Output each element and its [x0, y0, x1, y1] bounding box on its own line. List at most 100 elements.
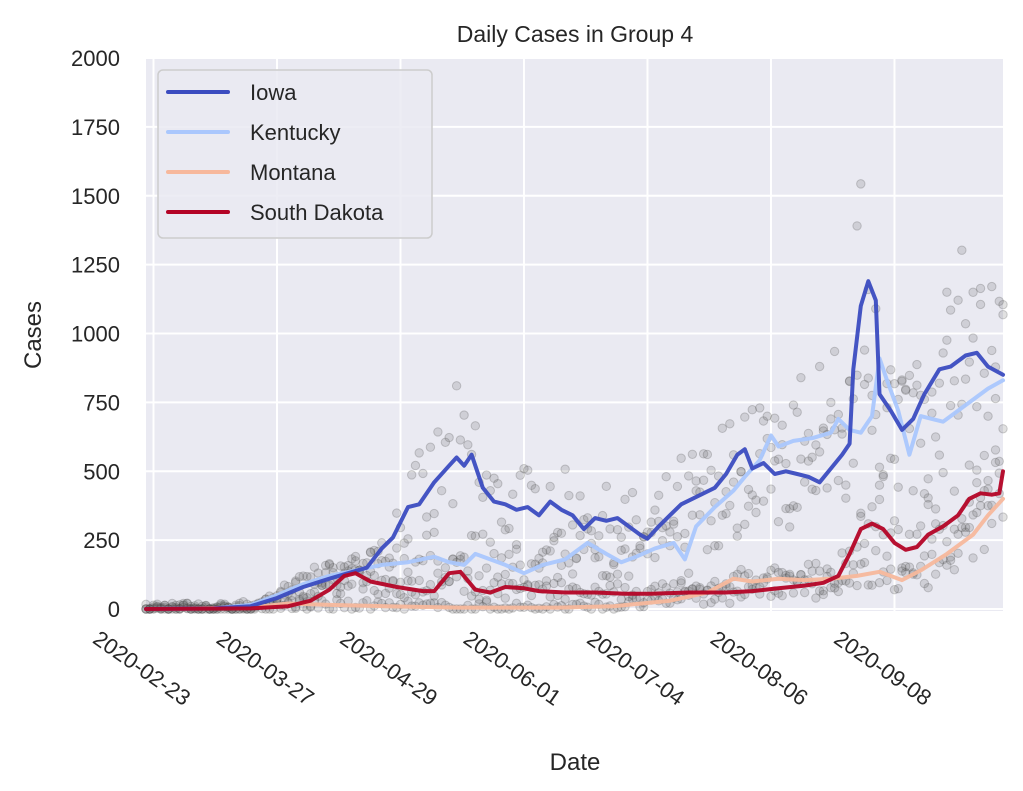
- raw-point: [844, 578, 855, 588]
- raw-point: [874, 462, 885, 472]
- raw-point: [934, 450, 945, 460]
- raw-point: [549, 578, 559, 589]
- raw-point: [942, 537, 952, 547]
- raw-point: [309, 587, 320, 597]
- raw-point: [425, 442, 436, 452]
- raw-point: [818, 586, 829, 596]
- raw-point: [942, 335, 952, 345]
- raw-point: [770, 563, 780, 573]
- raw-point: [859, 557, 870, 568]
- raw-point: [964, 460, 975, 470]
- raw-point: [710, 576, 720, 587]
- raw-point: [698, 475, 709, 485]
- raw-point: [459, 410, 469, 420]
- raw-point: [676, 453, 686, 463]
- raw-point: [826, 397, 836, 408]
- raw-point: [635, 543, 645, 554]
- raw-point: [702, 449, 713, 460]
- raw-point: [818, 423, 829, 433]
- raw-point: [814, 447, 825, 457]
- raw-point: [859, 345, 870, 355]
- raw-point: [814, 586, 825, 596]
- raw-point: [897, 566, 907, 576]
- raw-point: [781, 458, 791, 469]
- raw-point: [347, 554, 357, 564]
- raw-point: [998, 299, 1008, 310]
- y-axis-label: Cases: [20, 301, 47, 369]
- raw-point: [837, 548, 847, 558]
- raw-point: [403, 534, 413, 544]
- raw-point: [949, 524, 960, 534]
- raw-point: [399, 538, 409, 548]
- raw-point: [987, 281, 997, 292]
- raw-point: [541, 576, 552, 586]
- raw-point: [807, 452, 817, 462]
- raw-point: [867, 425, 877, 436]
- raw-point: [620, 582, 630, 593]
- raw-point: [474, 594, 484, 604]
- raw-point: [856, 511, 866, 522]
- raw-point: [564, 490, 574, 501]
- raw-point: [620, 494, 630, 505]
- raw-point: [758, 496, 769, 506]
- raw-point: [770, 456, 780, 466]
- raw-point: [762, 411, 772, 421]
- legend: Iowa Kentucky Montana South Dakota: [157, 69, 433, 239]
- raw-point: [788, 400, 799, 410]
- legend-box: [157, 69, 433, 239]
- raw-point: [597, 571, 608, 581]
- raw-point: [620, 544, 630, 554]
- raw-point: [863, 373, 873, 383]
- raw-point: [691, 581, 701, 591]
- raw-point: [515, 470, 525, 480]
- raw-point: [309, 562, 320, 572]
- raw-point: [732, 523, 742, 533]
- raw-point: [859, 379, 870, 390]
- raw-point: [867, 580, 877, 590]
- raw-point: [470, 531, 481, 541]
- raw-point: [897, 376, 907, 386]
- raw-point: [930, 504, 941, 514]
- raw-point: [556, 528, 567, 538]
- raw-point: [792, 502, 802, 513]
- raw-point: [942, 287, 952, 297]
- raw-point: [470, 421, 481, 431]
- raw-point: [466, 591, 477, 601]
- raw-point: [878, 470, 888, 480]
- raw-point: [938, 348, 948, 358]
- series-line-kentucky: [144, 356, 1005, 611]
- raw-point: [923, 474, 933, 484]
- raw-point: [552, 572, 563, 583]
- raw-point: [886, 453, 896, 463]
- raw-point: [897, 375, 907, 385]
- raw-point: [859, 538, 870, 549]
- raw-point: [605, 524, 615, 534]
- raw-point: [290, 576, 301, 586]
- raw-point: [567, 569, 578, 579]
- raw-point: [886, 365, 896, 375]
- raw-point: [814, 566, 825, 576]
- raw-point: [788, 501, 799, 511]
- raw-point: [407, 470, 417, 480]
- raw-point: [826, 582, 836, 593]
- legend-label: Iowa: [250, 80, 297, 105]
- raw-point: [683, 568, 694, 578]
- raw-point: [650, 552, 660, 563]
- raw-point: [968, 510, 978, 520]
- raw-point: [953, 548, 963, 559]
- raw-point: [833, 475, 844, 486]
- raw-point: [395, 589, 406, 600]
- x-tick-label: 2020-03-27: [212, 626, 319, 711]
- raw-point: [646, 517, 656, 527]
- raw-point: [706, 465, 716, 475]
- raw-point: [736, 466, 746, 477]
- raw-point: [893, 482, 903, 492]
- raw-point: [373, 589, 383, 599]
- raw-point: [496, 517, 507, 527]
- raw-point: [392, 508, 402, 518]
- raw-point: [698, 449, 709, 459]
- raw-point: [421, 512, 432, 522]
- raw-point: [736, 564, 746, 575]
- raw-point: [848, 560, 859, 570]
- raw-point: [717, 423, 728, 433]
